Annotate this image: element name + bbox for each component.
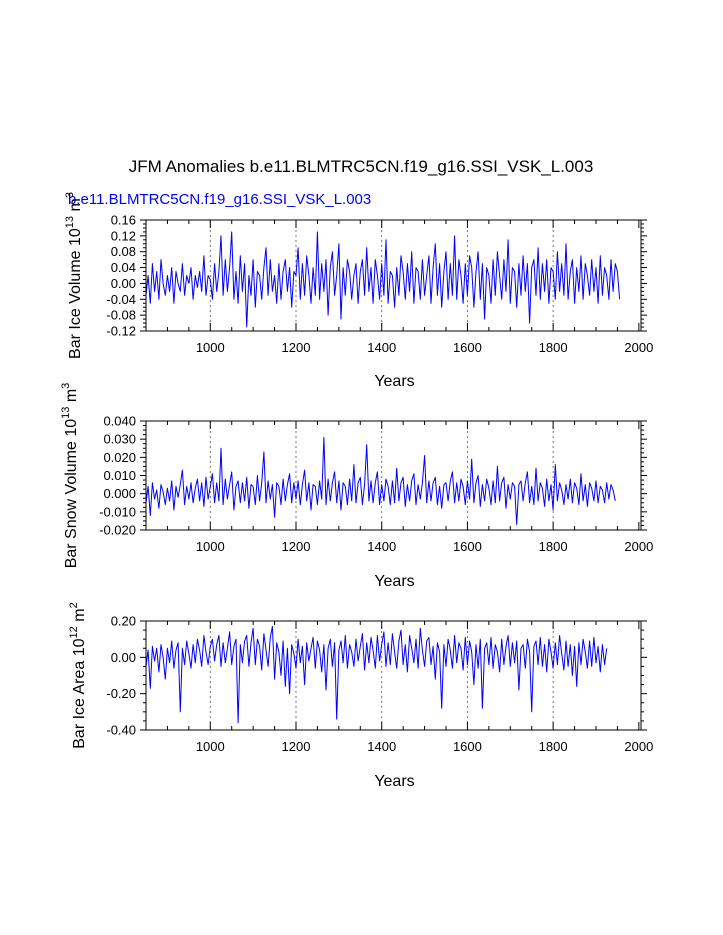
y-axis-title-unit: m (63, 389, 80, 407)
plot-frame (145, 620, 642, 731)
y-tick-label: 0.20 (111, 614, 136, 629)
x-tick-label: 1800 (539, 340, 568, 355)
y-tick-label: 0.030 (103, 432, 136, 447)
x-tick-label: 1600 (453, 340, 482, 355)
x-tick-label: 2000 (624, 340, 653, 355)
x-tick-label: 1800 (539, 739, 568, 754)
y-tick-label: 0.08 (111, 244, 136, 259)
y-tick-label: 0.000 (103, 486, 136, 501)
x-axis-title: Years (374, 573, 414, 590)
y-tick-label: -0.12 (106, 324, 136, 339)
y-tick-label: -0.04 (106, 292, 136, 307)
y-axis-title-exponent: 13 (64, 216, 76, 228)
x-tick-label: 1000 (196, 739, 225, 754)
y-tick-label: 0.020 (103, 450, 136, 465)
y-tick-label: -0.20 (106, 686, 136, 701)
x-tick-label: 1400 (367, 340, 396, 355)
x-tick-label: 1000 (196, 340, 225, 355)
x-tick-label: 1800 (539, 539, 568, 554)
y-tick-label: -0.40 (106, 723, 136, 738)
x-tick-label: 1400 (367, 539, 396, 554)
y-axis-title: Bar Ice Volume 1013 m3 (64, 192, 84, 359)
y-tick-label: -0.020 (99, 523, 136, 538)
y-tick-label: 0.00 (111, 650, 136, 665)
y-tick-label: 0.010 (103, 468, 136, 483)
x-tick-label: 1600 (453, 539, 482, 554)
y-tick-label: 0.04 (111, 260, 136, 275)
y-tick-label: 0.16 (111, 213, 136, 228)
x-tick-label: 2000 (624, 739, 653, 754)
x-tick-label: 1400 (367, 739, 396, 754)
y-axis-title: Bar Snow Volume 1013 m3 (60, 383, 80, 569)
panel-ice-volume: 1000 1200 1400 1600 1800 2000-0.12-0.08-0.040… (64, 192, 653, 390)
y-axis-title-exponent: 13 (60, 407, 72, 419)
x-tick-label: 1200 (282, 739, 311, 754)
y-axis-title-unit: m (71, 608, 88, 626)
y-tick-label: -0.010 (99, 504, 136, 519)
x-tick-label: 1200 (282, 539, 311, 554)
data-series-line (145, 626, 608, 724)
y-axis-title-text: Bar Snow Volume 10 (63, 419, 80, 569)
y-axis-title-text: Bar Ice Area 10 (71, 638, 88, 748)
x-tick-label: 2000 (624, 539, 653, 554)
y-tick-label: 0.00 (111, 276, 136, 291)
x-tick-label: 1600 (453, 739, 482, 754)
x-tick-label: 1000 (196, 539, 225, 554)
y-axis-title-unit: m (67, 198, 84, 216)
figure-title: JFM Anomalies b.e11.BLMTRC5CN.f19_g16.SS… (129, 157, 594, 176)
y-axis-title-unit-exponent: 3 (60, 383, 72, 389)
y-tick-label: 0.040 (103, 414, 136, 429)
figure-subtitle: b.e11.BLMTRC5CN.f19_g16.SSI_VSK_L.003 (68, 191, 371, 208)
x-axis-title: Years (374, 373, 414, 390)
y-axis-title: Bar Ice Area 1012 m2 (68, 602, 88, 748)
data-series-line (145, 231, 621, 328)
y-axis-title-text: Bar Ice Volume 10 (67, 228, 84, 359)
x-tick-label: 1200 (282, 340, 311, 355)
x-axis-title: Years (374, 773, 414, 790)
y-tick-label: 0.12 (111, 228, 136, 243)
panel-ice-area: 1000 1200 1400 1600 1800 2000 -0.40 -0.20 0.00 0.… (68, 602, 653, 790)
y-tick-label: -0.08 (106, 308, 136, 323)
y-axis-title-exponent: 12 (68, 626, 80, 638)
y-axis-title-unit-exponent: 3 (64, 192, 76, 198)
y-axis-title-unit-exponent: 2 (68, 602, 80, 608)
panel-snow-volume: 1000 1200 1400 1600 1800 2000 -0.020 -0.010 0.00… (60, 383, 653, 590)
data-series-line (145, 436, 616, 525)
